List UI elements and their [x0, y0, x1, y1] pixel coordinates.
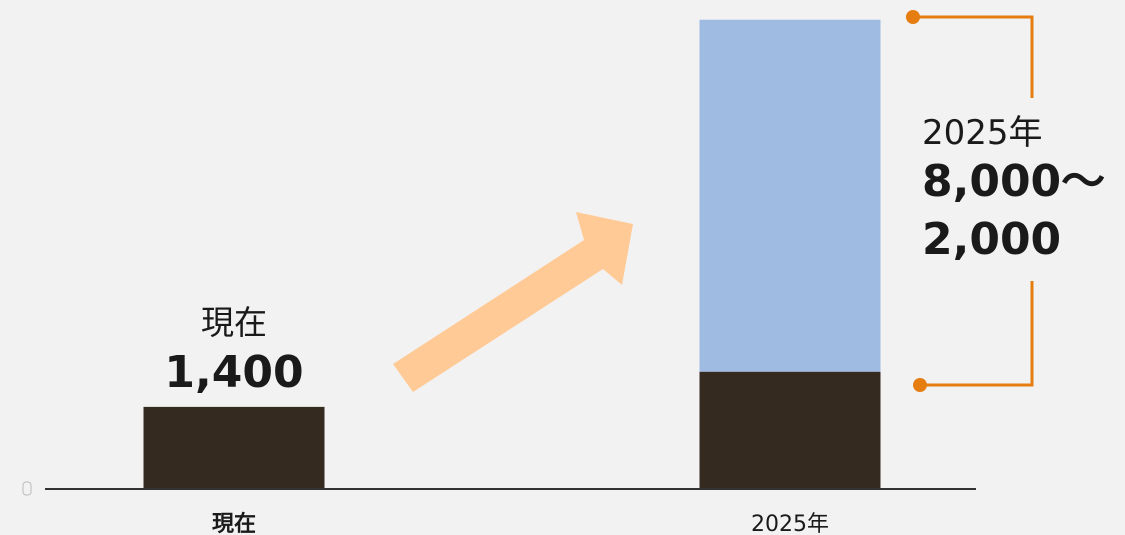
bracket-bottom-line	[920, 281, 1034, 387]
future-annotation-value-line2: 2,000	[922, 214, 1061, 265]
future-annotation-value-line1: 8,000～	[922, 156, 1105, 207]
bar-growth-2025	[699, 19, 881, 372]
current-annotation-label: 現在	[201, 303, 267, 342]
axis-origin-marker	[22, 481, 32, 496]
bars-group	[143, 19, 881, 489]
x-tick-label-current: 現在	[212, 511, 256, 535]
bracket-top-line	[913, 15, 1034, 98]
growth-arrow	[393, 212, 633, 392]
x-tick-label-2025: 2025年	[751, 512, 829, 535]
future-annotation-label: 2025年	[922, 113, 1043, 153]
bar-base-2025	[699, 371, 881, 489]
range-bracket	[906, 10, 1034, 392]
bar-base-current	[143, 406, 325, 489]
current-annotation-value: 1,400	[164, 347, 303, 398]
